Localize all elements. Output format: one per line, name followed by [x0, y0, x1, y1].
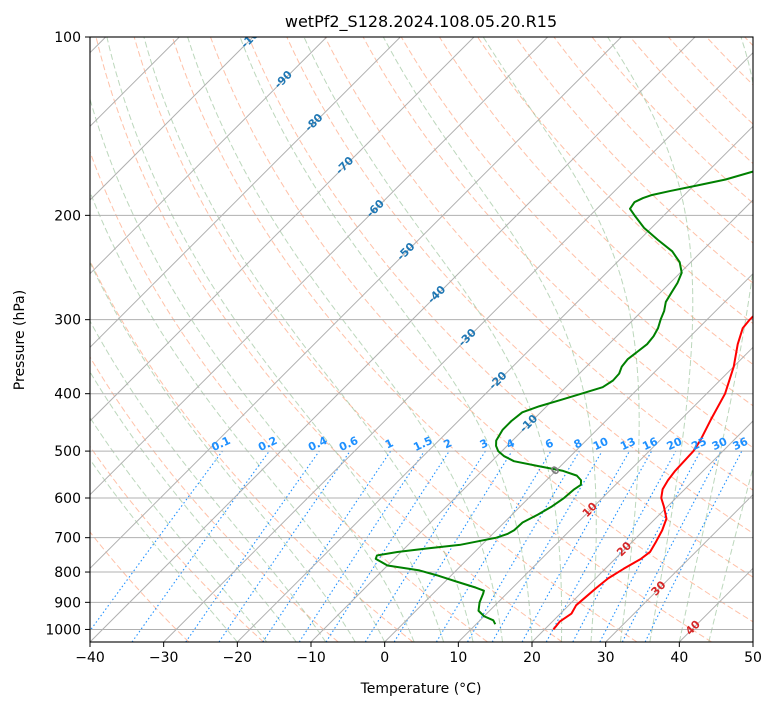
skewed-isotherm-line	[90, 37, 622, 570]
dry-adiabat-line	[210, 37, 753, 623]
y-tick-label: 200	[54, 208, 81, 224]
x-tick-label: 0	[380, 650, 389, 666]
x-tick-label: −10	[296, 650, 326, 666]
grid-lines	[90, 37, 753, 642]
mixing-ratio-label: 25	[689, 435, 708, 453]
mixing-ratio-label: 10	[591, 435, 611, 453]
moist-adiabat-line	[678, 37, 753, 642]
y-axis-label: Pressure (hPa)	[12, 290, 28, 390]
y-tick-label: 700	[54, 531, 81, 547]
skewed-isotherm-line	[90, 37, 696, 642]
x-tick-label: 20	[523, 650, 541, 666]
plot-frame	[89, 36, 754, 643]
moist-adiabat-line	[90, 261, 356, 642]
moist-adiabat-line	[303, 37, 563, 642]
mixing-ratio-line	[325, 450, 450, 642]
mixing-ratio-line	[185, 450, 320, 642]
skewed-isotherm-line	[384, 272, 753, 642]
dewpoint-profile-line	[374, 170, 753, 625]
mixing-ratio-label: 30	[710, 435, 730, 453]
mixing-ratio-line	[90, 450, 223, 632]
dry-adiabat-line	[439, 37, 753, 366]
skewed-isotherm-line	[90, 37, 549, 496]
moist-adiabat-line	[106, 37, 445, 642]
x-axis-label: Temperature (°C)	[360, 681, 482, 697]
x-tick-label: 50	[744, 650, 762, 666]
chart-title: wetPf2_S128.2024.108.05.20.R15	[285, 12, 557, 32]
skewed-isotherm-line	[605, 493, 753, 642]
moist-adiabat-line	[382, 37, 597, 642]
y-axis: 100 200 300 400 500 600 700 800 900 1000	[45, 30, 90, 638]
dry-adiabat-line	[515, 37, 753, 284]
moist-adiabat-line	[187, 37, 504, 642]
skewed-isotherm-line	[457, 346, 753, 642]
mixing-ratio-label: 20	[665, 435, 685, 453]
mixing-ratio-line	[262, 450, 392, 642]
y-tick-label: 800	[54, 565, 81, 581]
x-tick-label: 30	[597, 650, 615, 666]
skewed-isotherm-line	[310, 199, 753, 642]
dry-adiabat-line	[133, 37, 638, 642]
y-tick-label: 300	[54, 313, 81, 329]
x-tick-label: −20	[223, 650, 253, 666]
moist-adiabat-line	[90, 458, 238, 642]
moist-adiabat-line	[90, 416, 268, 642]
moist-adiabat-line	[239, 37, 533, 642]
mixing-ratio-line	[521, 450, 630, 642]
moist-adiabat-line	[482, 37, 640, 642]
y-tick-label: 500	[54, 444, 81, 460]
skewed-isotherm-line	[90, 37, 475, 422]
mixing-ratio-line	[131, 450, 270, 642]
mixing-ratio-line	[218, 450, 351, 642]
skewed-isotherm-line	[90, 37, 401, 349]
mixing-ratio-line	[572, 450, 677, 642]
skewed-isotherm-line	[531, 420, 753, 642]
dry-adiabat-line	[248, 37, 753, 578]
y-tick-label: 1000	[45, 622, 81, 638]
dry-adiabat-line	[90, 531, 190, 642]
skewed-isotherm-line	[90, 37, 328, 275]
y-tick-label: 100	[54, 30, 81, 46]
moist-adiabat-line	[90, 190, 386, 642]
skewed-isotherm-line	[163, 51, 753, 642]
y-tick-label: 900	[54, 595, 81, 611]
x-tick-label: −30	[149, 650, 179, 666]
mixing-ratio-line	[545, 450, 653, 642]
dry-adiabat-line	[90, 356, 339, 642]
dry-adiabat-line	[95, 37, 563, 642]
x-tick-label: −40	[75, 650, 105, 666]
skewed-isotherm-line	[236, 125, 753, 642]
mixing-ratio-label: 13	[618, 435, 637, 453]
moist-adiabat-line	[607, 37, 694, 642]
dry-adiabat-line	[90, 150, 488, 642]
mixing-ratio-label: 36	[731, 435, 751, 453]
y-tick-label: 600	[54, 491, 81, 507]
profiles	[374, 170, 753, 631]
mixing-ratio-line	[298, 450, 425, 642]
mixing-ratio-label: 16	[640, 435, 660, 453]
dry-adiabat-line	[90, 445, 264, 642]
y-tick-label: 400	[54, 387, 81, 403]
x-axis: −40 −30 −20 −10 0 10 20 30 40 50	[75, 642, 762, 666]
x-tick-label: 10	[449, 650, 467, 666]
mixing-ratio-line	[644, 450, 743, 642]
moist-adiabat-line	[90, 97, 415, 642]
temperature-profile-line	[552, 314, 753, 631]
moist-adiabat-line	[143, 37, 474, 642]
skewed-isotherm-line	[90, 37, 254, 201]
x-tick-label: 40	[670, 650, 688, 666]
mixing-ratio-line	[393, 450, 513, 642]
dry-adiabat-line	[400, 37, 753, 407]
